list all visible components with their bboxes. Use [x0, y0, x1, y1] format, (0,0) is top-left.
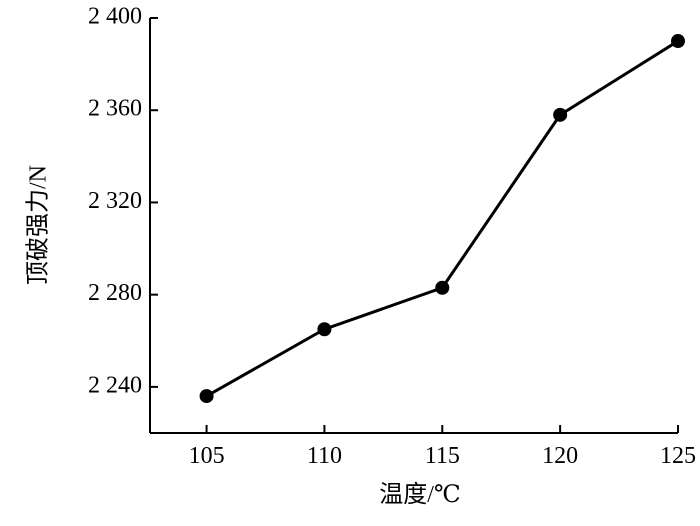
x-tick-label: 105: [189, 443, 225, 469]
x-axis-label: 温度/℃: [379, 481, 461, 508]
y-tick-label: 2 400: [88, 4, 142, 30]
y-tick-label: 2 240: [88, 372, 142, 398]
y-tick-label: 2 320: [88, 188, 142, 214]
x-tick-label: 120: [542, 443, 578, 469]
data-point: [317, 322, 332, 337]
y-axis-label: 顶破强力/N: [25, 165, 52, 285]
data-point: [553, 107, 568, 122]
series-line: [205, 39, 679, 398]
data-point: [671, 34, 685, 49]
x-tick-label: 125: [660, 443, 696, 469]
x-tick-label: 110: [307, 443, 342, 469]
y-tick-label: 2 280: [88, 280, 142, 306]
y-tick-label: 2 360: [88, 96, 142, 122]
data-point: [199, 389, 214, 404]
x-tick-label: 115: [425, 443, 460, 469]
data-point: [435, 280, 450, 295]
